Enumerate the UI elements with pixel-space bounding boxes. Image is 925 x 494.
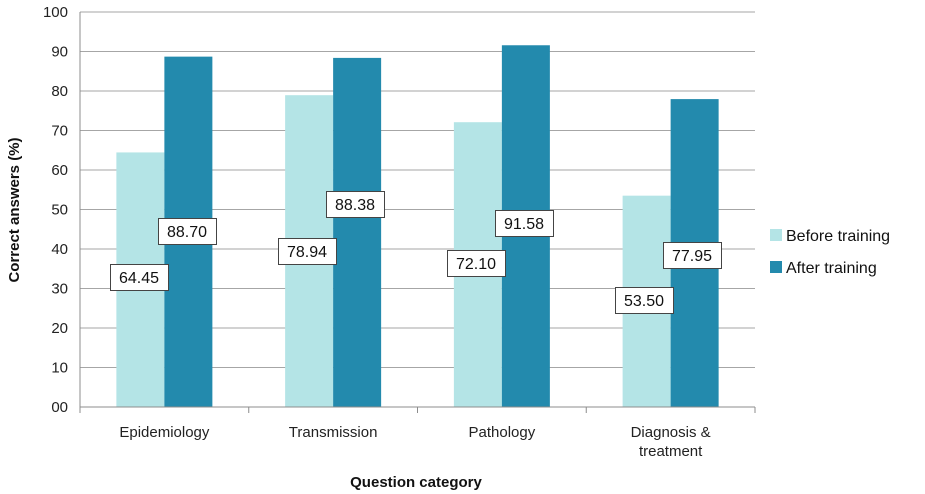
y-tick-label: 00	[51, 399, 68, 416]
axes	[79, 12, 756, 413]
bar	[333, 57, 382, 408]
legend-label: After training	[786, 260, 877, 277]
data-label: 64.45	[119, 270, 159, 287]
data-labels: 64.45 88.70 78.94 88.38 72.10 91.58 53.50 77.95	[110, 191, 722, 314]
data-label-box	[158, 218, 217, 245]
y-tick-label: 40	[51, 241, 68, 258]
x-tick-label: Pathology	[469, 424, 536, 441]
data-label-box	[110, 264, 169, 291]
data-label: 88.38	[335, 197, 375, 214]
y-tick-label: 30	[51, 281, 68, 298]
x-tick-label: Transmission	[289, 424, 378, 441]
y-tick-label: 80	[51, 83, 68, 100]
x-tick-labels: Epidemiology Transmission Pathology Diagnos…	[119, 424, 710, 460]
legend-swatch	[770, 229, 782, 241]
x-tick-label: Diagnosis & treatment	[631, 424, 711, 460]
y-tick-label: 60	[51, 162, 68, 179]
data-label-box	[615, 287, 674, 314]
y-tick-label: 20	[51, 320, 68, 337]
data-label-box	[663, 242, 722, 269]
x-tick-label: Epidemiology	[119, 424, 210, 441]
legend-swatch	[770, 261, 782, 273]
data-label: 77.95	[672, 248, 712, 265]
data-label-box	[447, 250, 506, 277]
x-axis-title: Question category	[350, 474, 482, 491]
y-tick-label: 50	[51, 202, 68, 219]
y-tick-label: 10	[51, 360, 68, 377]
y-tick-label: 70	[51, 123, 68, 140]
legend-label: Before training	[786, 228, 890, 245]
y-tick-label: 90	[51, 44, 68, 61]
data-label: 88.70	[167, 224, 207, 241]
data-label: 78.94	[287, 244, 327, 261]
data-label-box	[326, 191, 385, 218]
data-label: 72.10	[456, 256, 496, 273]
y-tick-labels: 00 10 20 30 40 50 60 70 80 90 100	[43, 4, 68, 416]
data-label-box	[495, 210, 554, 237]
y-axis-title: Correct answers (%)	[6, 137, 23, 282]
y-tick-label: 100	[43, 4, 68, 21]
data-label: 91.58	[504, 216, 544, 233]
data-label-box	[278, 238, 337, 265]
data-label: 53.50	[624, 293, 664, 310]
legend: Before training After training	[770, 228, 890, 277]
